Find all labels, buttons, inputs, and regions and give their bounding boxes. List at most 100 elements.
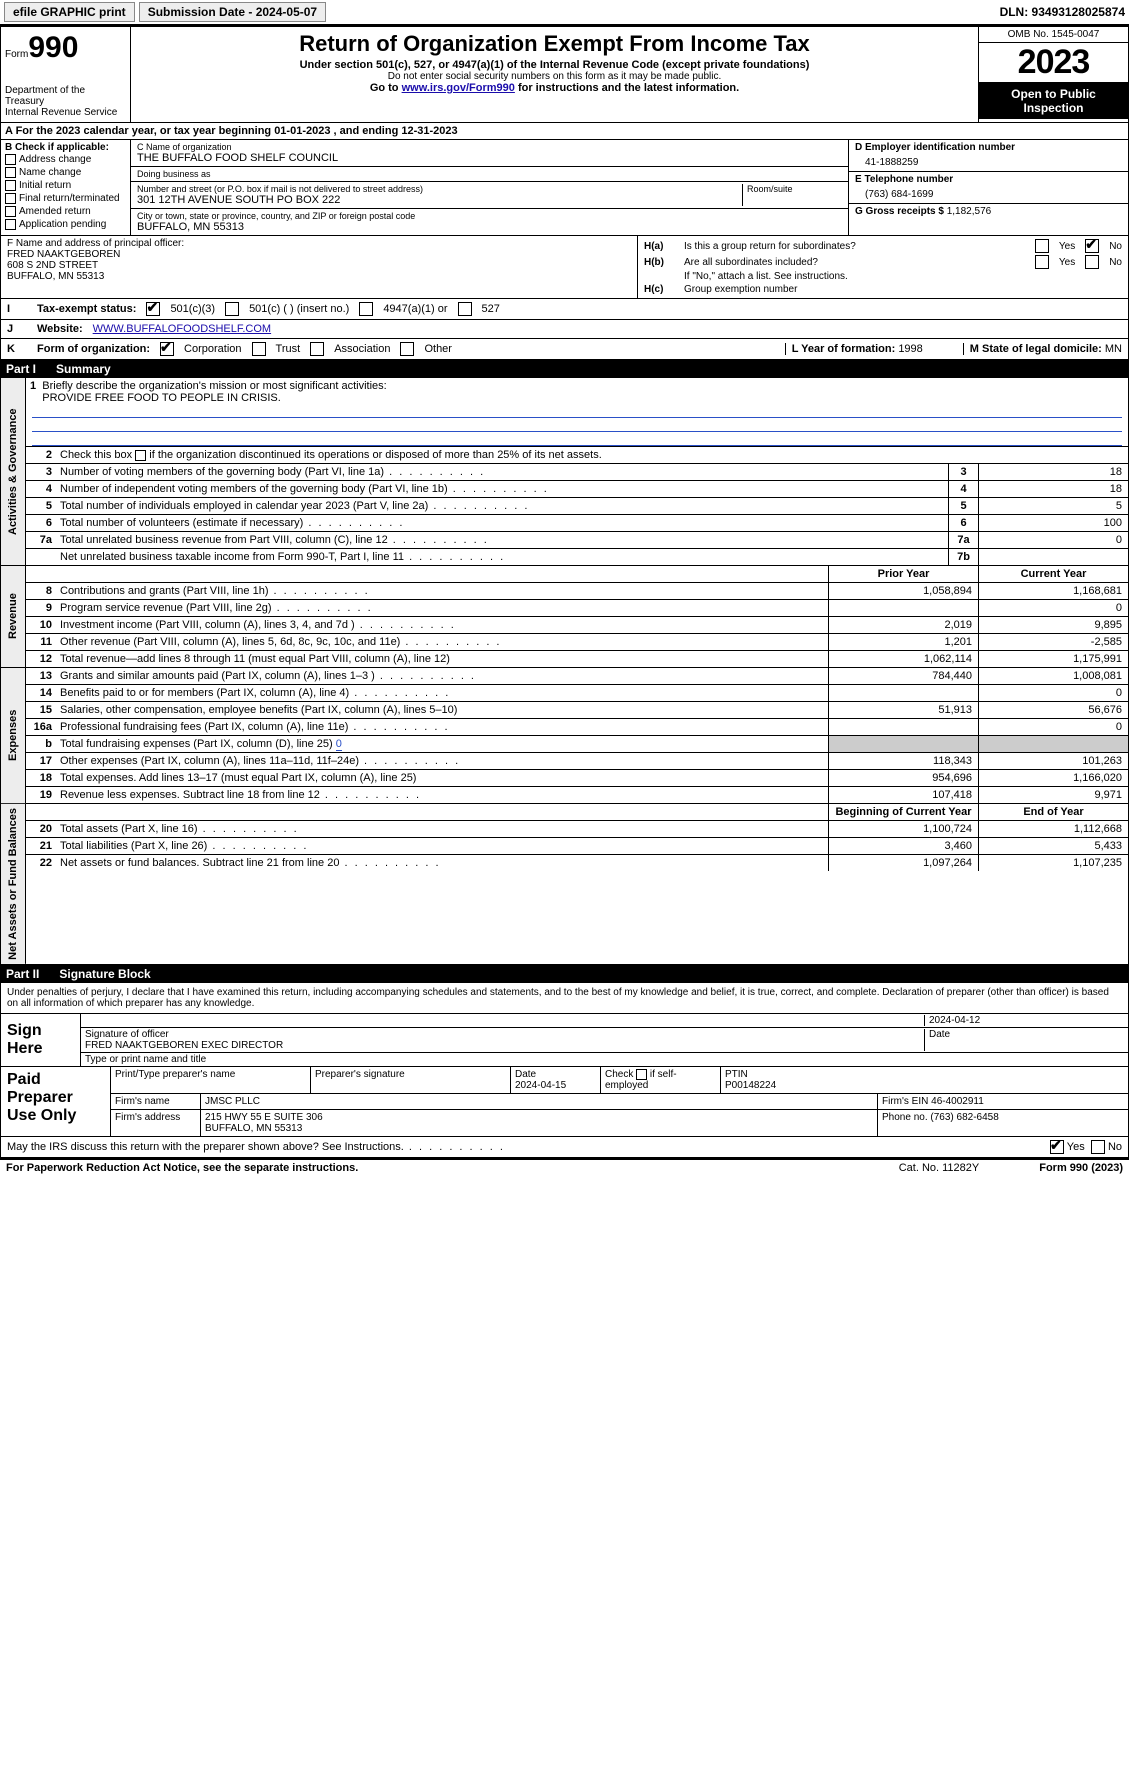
cb-final-return[interactable]: Final return/terminated: [5, 192, 126, 205]
section-governance: Activities & Governance 1 Briefly descri…: [0, 378, 1129, 566]
line-7a-val: 0: [978, 532, 1128, 548]
may-yes-cb[interactable]: [1050, 1140, 1064, 1154]
cb-initial-return[interactable]: Initial return: [5, 179, 126, 192]
vtab-expenses: Expenses: [1, 668, 26, 803]
dln: DLN: 93493128025874: [1000, 5, 1125, 19]
page-footer: For Paperwork Reduction Act Notice, see …: [0, 1158, 1129, 1176]
line-22: Net assets or fund balances. Subtract li…: [56, 855, 828, 871]
gross-receipts-label: G Gross receipts $: [855, 206, 944, 217]
line-9: Program service revenue (Part VIII, line…: [56, 600, 828, 616]
cb-self-employed[interactable]: [636, 1069, 647, 1080]
line-3: Number of voting members of the governin…: [56, 464, 948, 480]
topbar: efile GRAPHIC print Submission Date - 20…: [0, 0, 1129, 26]
cb-application-pending[interactable]: Application pending: [5, 218, 126, 231]
section-expenses: Expenses 13Grants and similar amounts pa…: [0, 668, 1129, 804]
may-irs-discuss: May the IRS discuss this return with the…: [0, 1137, 1129, 1158]
line-2: Check this box if the organization disco…: [56, 447, 1128, 463]
section-net-assets: Net Assets or Fund Balances Beginning of…: [0, 804, 1129, 965]
addr-value: 301 12TH AVENUE SOUTH PO BOX 222: [137, 194, 742, 206]
row-i: I Tax-exempt status: 501(c)(3) 501(c) ( …: [0, 299, 1129, 320]
firm-name: JMSC PLLC: [201, 1094, 878, 1109]
officer-label: F Name and address of principal officer:: [7, 238, 631, 249]
cb-corporation[interactable]: [160, 342, 174, 356]
dba-label: Doing business as: [137, 169, 842, 179]
line-15: Salaries, other compensation, employee b…: [56, 702, 828, 718]
section-revenue: Revenue Prior YearCurrent Year 8Contribu…: [0, 566, 1129, 668]
subtitle-1: Under section 501(c), 527, or 4947(a)(1)…: [139, 59, 970, 71]
may-no-cb[interactable]: [1091, 1140, 1105, 1154]
org-name-label: C Name of organization: [137, 142, 842, 152]
vtab-net-assets: Net Assets or Fund Balances: [1, 804, 26, 964]
officer-signature-name: FRED NAAKTGEBOREN EXEC DIRECTOR: [85, 1040, 283, 1051]
line-20: Total assets (Part X, line 16): [56, 821, 828, 837]
perjury-declaration: Under penalties of perjury, I declare th…: [1, 983, 1128, 1014]
form-title: Return of Organization Exempt From Incom…: [139, 31, 970, 57]
line-6: Total number of volunteers (estimate if …: [56, 515, 948, 531]
part2-header: Part IISignature Block: [0, 965, 1129, 983]
cb-other[interactable]: [400, 342, 414, 356]
mission-label: Briefly describe the organization's miss…: [42, 380, 386, 392]
line-14: Benefits paid to or for members (Part IX…: [56, 685, 828, 701]
paid-preparer-label: Paid Preparer Use Only: [1, 1067, 111, 1136]
cb-association[interactable]: [310, 342, 324, 356]
firm-ein: 46-4002911: [931, 1096, 984, 1107]
addr-label: Number and street (or P.O. box if mail i…: [137, 184, 742, 194]
cb-527[interactable]: [458, 302, 472, 316]
line-6-val: 100: [978, 515, 1128, 531]
officer-name: FRED NAAKTGEBOREN: [7, 249, 631, 260]
signature-block: Under penalties of perjury, I declare th…: [0, 983, 1129, 1137]
line-8: Contributions and grants (Part VIII, lin…: [56, 583, 828, 599]
vtab-governance: Activities & Governance: [1, 378, 26, 565]
line-4-val: 18: [978, 481, 1128, 497]
row-a-tax-year: A For the 2023 calendar year, or tax yea…: [0, 123, 1129, 140]
mission-line: [32, 432, 1122, 446]
line-19: Revenue less expenses. Subtract line 18 …: [56, 787, 828, 803]
ptin: P00148224: [725, 1080, 776, 1091]
paperwork-notice: For Paperwork Reduction Act Notice, see …: [6, 1162, 358, 1174]
irs-link[interactable]: www.irs.gov/Form990: [402, 82, 515, 94]
cb-trust[interactable]: [252, 342, 266, 356]
cb-501c3[interactable]: [146, 302, 160, 316]
room-suite-label: Room/suite: [742, 184, 842, 206]
line-17: Other expenses (Part IX, column (A), lin…: [56, 753, 828, 769]
form-header: Form990 Department of the Treasury Inter…: [0, 26, 1129, 123]
year-formation: 1998: [898, 343, 922, 355]
cb-address-change[interactable]: Address change: [5, 153, 126, 166]
officer-addr1: 608 S 2ND STREET: [7, 260, 631, 271]
officer-addr2: BUFFALO, MN 55313: [7, 271, 631, 282]
efile-print-button[interactable]: efile GRAPHIC print: [4, 2, 135, 22]
cb-501c[interactable]: [225, 302, 239, 316]
ha-text: Is this a group return for subordinates?: [684, 241, 1035, 252]
line-18: Total expenses. Add lines 13–17 (must eq…: [56, 770, 828, 786]
hb-yes-cb[interactable]: [1035, 255, 1049, 269]
cb-4947[interactable]: [359, 302, 373, 316]
hdr-current-year: Current Year: [978, 566, 1128, 582]
box-b-label: B Check if applicable:: [5, 142, 126, 153]
line-7b-val: [978, 549, 1128, 565]
hb-text: Are all subordinates included?: [684, 257, 1035, 268]
city-label: City or town, state or province, country…: [137, 211, 842, 221]
part1-header: Part ISummary: [0, 360, 1129, 378]
website-link[interactable]: WWW.BUFFALOFOODSHELF.COM: [93, 323, 271, 335]
cb-name-change[interactable]: Name change: [5, 166, 126, 179]
ein-value: 41-1888259: [855, 153, 1122, 168]
gross-receipts-value: 1,182,576: [947, 206, 992, 217]
line-21: Total liabilities (Part X, line 26): [56, 838, 828, 854]
hb-note: If "No," attach a list. See instructions…: [684, 271, 1122, 282]
line-4: Number of independent voting members of …: [56, 481, 948, 497]
cb-discontinued[interactable]: [135, 450, 146, 461]
phone-label: E Telephone number: [855, 174, 1122, 185]
ein-label: D Employer identification number: [855, 142, 1122, 153]
open-to-public: Open to Public Inspection: [979, 83, 1128, 119]
ha-yes-cb[interactable]: [1035, 239, 1049, 253]
firm-addr1: 215 HWY 55 E SUITE 306: [205, 1112, 323, 1123]
hdr-beginning-year: Beginning of Current Year: [828, 804, 978, 820]
org-name: THE BUFFALO FOOD SHELF COUNCIL: [137, 152, 842, 164]
state-domicile: MN: [1105, 343, 1122, 355]
hb-no-cb[interactable]: [1085, 255, 1099, 269]
row-j: J Website: WWW.BUFFALOFOODSHELF.COM: [0, 320, 1129, 339]
ha-no-cb[interactable]: [1085, 239, 1099, 253]
cb-amended-return[interactable]: Amended return: [5, 205, 126, 218]
line-7b: Net unrelated business taxable income fr…: [56, 549, 948, 565]
city-value: BUFFALO, MN 55313: [137, 221, 842, 233]
